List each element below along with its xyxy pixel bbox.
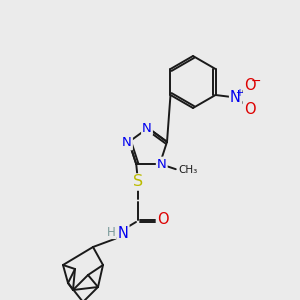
Text: N: N [118, 226, 128, 241]
Text: N: N [142, 122, 152, 134]
Text: O: O [244, 77, 255, 92]
Text: N: N [157, 158, 166, 171]
Text: O: O [244, 101, 255, 116]
Text: H: H [107, 226, 116, 238]
Text: −: − [250, 74, 261, 88]
Text: +: + [236, 88, 244, 98]
Text: N: N [122, 136, 132, 149]
Text: O: O [157, 212, 169, 227]
Text: CH₃: CH₃ [179, 165, 198, 175]
Text: N: N [230, 89, 241, 104]
Text: S: S [133, 175, 143, 190]
